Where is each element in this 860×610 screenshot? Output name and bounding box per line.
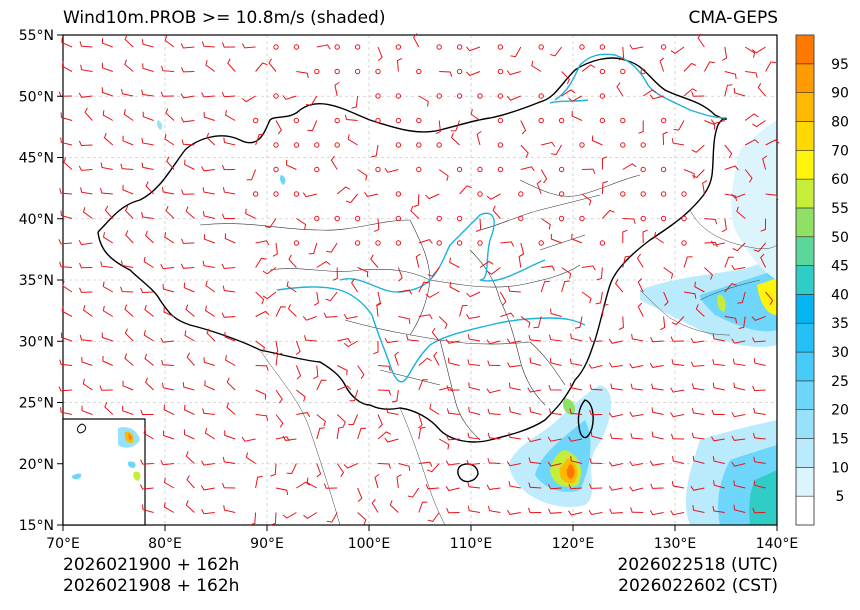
colorbar-label: 95 [831,57,849,73]
colorbar-swatch [795,380,815,411]
colorbar-label: 70 [831,143,849,159]
colorbar-label: 45 [831,259,849,275]
colorbar-swatch [795,34,815,65]
colorbar-label: 80 [831,114,849,130]
colorbar-label: 35 [831,316,849,332]
colorbar-label: 90 [831,86,849,102]
lon-tick-label: 80°E [148,536,182,552]
colorbar-label: 50 [831,230,849,246]
lon-tick-label: 90°E [250,536,284,552]
colorbar-swatch [795,178,815,209]
lon-tick-label: 100°E [348,536,391,552]
colorbar-label: 60 [831,172,849,188]
lat-tick-label: 25°N [19,396,54,412]
colorbar-label: 20 [831,403,849,419]
valid-time-utc: 2026022518 (UTC) [617,555,778,575]
colorbar-label: 30 [831,345,849,361]
neighbor-borders [259,209,777,525]
colorbar-swatch [795,322,815,353]
colorbar-swatch [795,121,815,151]
colorbar-label: 55 [831,201,849,217]
colorbar-swatch [795,438,815,468]
colorbar: 5 10 15 20 25 30 35 40 45 50 55 60 70 80 90 95 [795,34,849,526]
init-time-utc: 2026021900 + 162h [63,555,240,575]
lon-tick-label: 130°E [654,536,697,552]
map-axes: 70°E 80°E 90°E 100°E 110°E 120°E 130°E 140°E 15°… [19,28,799,552]
lat-tick-label: 45°N [19,151,54,167]
chart-title: Wind10m.PROB >= 10.8m/s (shaded) [63,8,386,28]
rivers [276,53,727,383]
colorbar-swatch [795,207,815,238]
lon-tick-label: 120°E [552,536,595,552]
lat-tick-label: 30°N [19,334,54,350]
valid-time: 2026022518 (UTC) 2026022602 (CST) [617,555,778,597]
colorbar-swatch [795,63,815,93]
init-time: 2026021900 + 162h 2026021908 + 162h [63,555,239,597]
wind-barbs [58,33,780,526]
colorbar-swatch [795,236,815,266]
colorbar-swatch [795,92,815,122]
lon-tick-label: 70°E [46,536,80,552]
colorbar-swatch [795,409,815,439]
lon-tick-label: 110°E [450,536,493,552]
colorbar-swatch [795,351,815,382]
lat-tick-label: 50°N [19,89,54,105]
probability-shading [156,120,777,525]
valid-time-cst: 2026022602 (CST) [618,576,778,596]
country-border [97,57,727,483]
colorbar-swatch [795,495,815,526]
lat-tick-label: 55°N [19,28,54,44]
colorbar-swatch [795,467,815,497]
colorbar-swatch [795,265,815,295]
lat-tick-label: 15°N [19,518,54,534]
colorbar-label: 25 [831,374,849,390]
model-name: CMA-GEPS [688,8,778,28]
colorbar-label: 5 [836,489,845,505]
colorbar-swatch [795,294,815,324]
colorbar-label: 40 [831,287,849,303]
lat-tick-label: 35°N [19,273,54,289]
lat-tick-label: 40°N [19,212,54,228]
colorbar-label: 15 [831,432,849,448]
lon-tick-label: 140°E [756,536,799,552]
init-time-cst: 2026021908 + 162h [63,576,240,596]
colorbar-swatch [795,149,815,180]
south-china-sea-inset [62,418,146,526]
lat-tick-label: 20°N [19,457,54,473]
colorbar-label: 10 [831,460,849,476]
